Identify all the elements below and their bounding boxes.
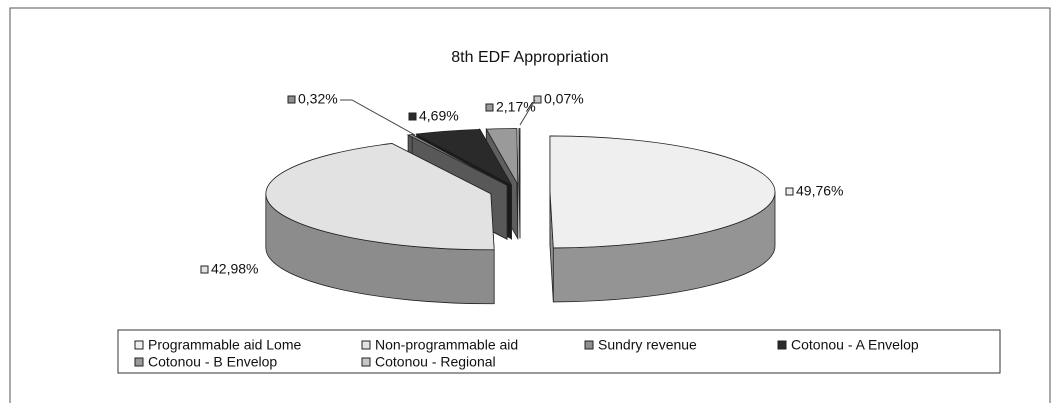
legend-label: Cotonou - B Envelop <box>148 354 277 370</box>
data-label: 0,32% <box>298 91 338 107</box>
slice <box>518 128 521 185</box>
legend-label: Sundry revenue <box>598 337 697 353</box>
legend-swatch <box>361 340 371 350</box>
slice <box>415 128 513 186</box>
legend-label: Programmable aid Lome <box>148 337 302 353</box>
data-label: 42,98% <box>211 261 258 277</box>
data-label: 0,07% <box>544 91 584 107</box>
data-label: 49,76% <box>796 183 843 199</box>
label-marker <box>287 95 296 104</box>
data-label: 4,69% <box>419 108 459 124</box>
legend-label: Non-programmable aid <box>375 337 518 353</box>
leader-line <box>519 99 536 126</box>
label-marker <box>785 187 794 196</box>
label-marker <box>408 112 417 121</box>
chart-title: 8th EDF Appropriation <box>451 49 608 66</box>
label-marker <box>533 95 542 104</box>
legend-swatch <box>134 357 144 367</box>
leader-line <box>340 99 416 136</box>
legend-label: Cotonou - A Envelop <box>791 337 919 353</box>
legend-swatch <box>777 340 787 350</box>
legend-box <box>117 329 1001 374</box>
legend-swatch <box>584 340 594 350</box>
data-label: 2,17% <box>496 99 536 115</box>
legend-swatch <box>361 357 371 367</box>
slice <box>549 135 776 249</box>
slice <box>406 134 508 186</box>
legend-label: Cotonou - Regional <box>375 354 496 370</box>
slice <box>485 128 519 185</box>
legend-swatch <box>134 340 144 350</box>
label-marker <box>200 265 209 274</box>
slice <box>265 143 495 251</box>
label-marker <box>485 103 494 112</box>
